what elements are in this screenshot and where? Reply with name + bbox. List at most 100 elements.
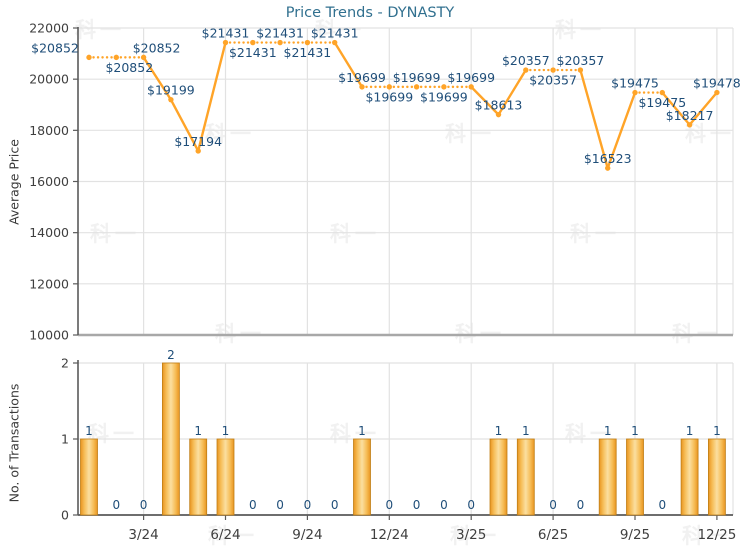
data-point-marker <box>195 148 201 154</box>
price-point-label: $16523 <box>584 151 632 166</box>
transaction-bar <box>161 362 180 516</box>
watermark-text: 科一 <box>208 524 258 548</box>
axes <box>73 27 733 520</box>
price-line-segment <box>470 85 500 116</box>
transaction-count-label: 0 <box>140 498 148 512</box>
watermark-text: 科一 <box>682 524 732 548</box>
transaction-count-label: 0 <box>549 498 557 512</box>
price-point-label: $21431 <box>256 26 304 41</box>
price-line-segment <box>169 98 200 153</box>
transaction-bar <box>216 438 235 516</box>
data-point-marker <box>168 96 174 103</box>
watermark-text: 科一 <box>330 222 380 246</box>
data-point-marker <box>441 84 447 90</box>
transactions-ytick-label: 0 <box>61 508 69 523</box>
transaction-count-label: 1 <box>713 424 721 438</box>
price-point-label: $20357 <box>502 53 550 68</box>
price-point-label: $19475 <box>611 76 659 91</box>
x-tick-label: 12/24 <box>370 527 409 543</box>
transaction-count-label: 1 <box>604 424 612 438</box>
data-point-marker <box>495 111 502 118</box>
price-point-label: $19699 <box>420 89 468 104</box>
gridlines <box>78 27 734 515</box>
watermark-text: 科一 <box>205 122 255 146</box>
transaction-bar <box>598 438 617 516</box>
transaction-bar <box>80 438 98 516</box>
price-point-label: $21431 <box>311 26 359 41</box>
transaction-count-label: 1 <box>222 424 230 438</box>
transaction-count-label: 1 <box>631 424 639 438</box>
transactions-ytick-label: 2 <box>61 356 69 371</box>
watermark-text: 科一 <box>445 122 495 146</box>
price-point-label: $19199 <box>147 83 195 98</box>
watermark-text: 科一 <box>685 122 735 146</box>
transaction-count-label: 1 <box>495 424 503 438</box>
price-ytick-label: 22000 <box>29 21 69 36</box>
price-line-series <box>87 41 719 170</box>
price-line-segment <box>606 91 637 170</box>
transaction-count-label: 0 <box>385 498 393 512</box>
price-line-segment <box>333 41 364 89</box>
data-point-marker <box>413 84 420 90</box>
x-tick-label: 6/25 <box>538 527 568 543</box>
data-point-marker <box>632 89 638 96</box>
transaction-bar <box>353 438 371 516</box>
transaction-count-label: 2 <box>167 348 175 362</box>
price-line-segment <box>142 56 173 101</box>
price-ytick-label: 10000 <box>29 328 69 343</box>
data-point-marker <box>605 165 611 171</box>
watermark-text: 科一 <box>315 18 365 42</box>
transaction-bars: 1 0 0 2 1 1 0 0 0 0 1 0 0 0 0 1 1 0 0 1 1 0 1 1 <box>80 348 726 516</box>
data-point-marker <box>86 54 92 61</box>
x-tick-label: 3/25 <box>456 527 486 543</box>
transaction-count-label: 1 <box>522 424 530 438</box>
data-point-marker <box>277 39 283 46</box>
price-point-label: $21431 <box>202 26 250 41</box>
data-point-marker <box>359 84 365 90</box>
price-point-label: $18613 <box>475 98 523 113</box>
data-point-marker <box>577 67 584 73</box>
transaction-count-label: 0 <box>658 498 666 512</box>
transaction-bar <box>189 438 208 516</box>
price-line-segment <box>688 91 719 126</box>
price-point-label: $20852 <box>133 40 181 55</box>
price-point-label: $20357 <box>557 53 605 68</box>
x-tick-label: 12/25 <box>697 527 736 543</box>
chart-title: Price Trends - DYNASTY <box>285 5 455 21</box>
price-ytick-label: 14000 <box>29 225 69 240</box>
price-point-label: $19478 <box>693 76 740 91</box>
price-line-segment <box>579 68 609 170</box>
transaction-count-label: 0 <box>276 498 284 512</box>
watermark-text: 科一 <box>555 18 605 42</box>
data-point-marker <box>468 84 474 90</box>
watermark-text: 科一 <box>90 222 140 246</box>
transaction-bar <box>626 438 644 516</box>
price-point-label: $21431 <box>284 45 332 60</box>
data-point-marker <box>113 54 120 61</box>
price-ytick-label: 16000 <box>29 174 69 189</box>
price-axis-title: Average Price <box>6 139 22 225</box>
transaction-count-label: 1 <box>358 424 366 438</box>
transaction-bar <box>516 438 535 516</box>
transaction-count-label: 0 <box>413 498 421 512</box>
data-point-marker <box>386 84 392 90</box>
price-line-segment <box>661 91 691 126</box>
data-point-marker <box>659 89 665 96</box>
transaction-count-label: 0 <box>331 498 339 512</box>
transaction-bar <box>708 438 726 516</box>
price-markers <box>86 39 720 171</box>
price-point-label: $18217 <box>666 108 714 123</box>
transactions-axis-title: No. of Transactions <box>6 383 22 503</box>
price-line-segment <box>497 68 527 116</box>
x-tick-label: 3/24 <box>128 527 158 543</box>
x-tick-label: 9/24 <box>292 527 322 543</box>
transaction-count-label: 1 <box>194 424 202 438</box>
transaction-count-label: 0 <box>467 498 475 512</box>
transaction-count-label: 1 <box>686 424 694 438</box>
price-point-labels: $20852 $20852 $20852 $19199 $17194 $21431 $214… <box>31 26 740 167</box>
data-point-marker <box>304 39 311 46</box>
data-point-marker <box>250 39 256 46</box>
data-point-marker <box>523 67 529 73</box>
